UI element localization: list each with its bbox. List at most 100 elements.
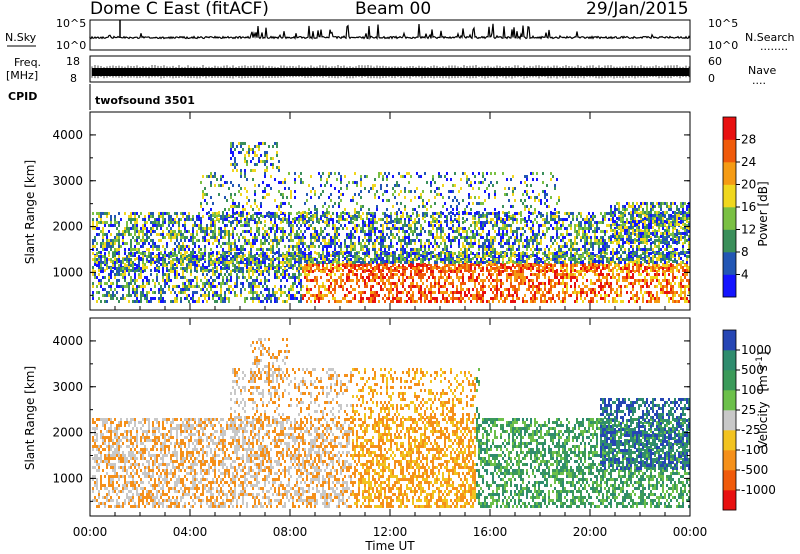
- heatmap-cell: [176, 221, 178, 224]
- heatmap-cell: [546, 221, 548, 224]
- heatmap-cell: [682, 227, 684, 230]
- heatmap-cell: [124, 276, 126, 279]
- heatmap-cell: [418, 273, 420, 276]
- heatmap-cell: [416, 264, 418, 267]
- heatmap-cell: [574, 242, 576, 245]
- heatmap-cell: [442, 251, 444, 254]
- heatmap-cell: [258, 294, 260, 297]
- heatmap-cell: [394, 257, 396, 260]
- heatmap-cell: [570, 227, 572, 230]
- heatmap-cell: [220, 297, 222, 300]
- heatmap-cell: [180, 245, 182, 248]
- heatmap-cell: [214, 266, 216, 269]
- heatmap-cell: [106, 242, 108, 245]
- heatmap-cell: [214, 294, 216, 297]
- heatmap-cell: [266, 252, 268, 255]
- heatmap-cell: [226, 270, 228, 273]
- heatmap-cell: [116, 258, 118, 261]
- heatmap-cell: [310, 267, 312, 270]
- heatmap-cell: [148, 300, 150, 303]
- heatmap-cell: [422, 282, 424, 285]
- heatmap-cell: [110, 221, 112, 224]
- heatmap-cell: [240, 245, 242, 248]
- heatmap-cell: [162, 258, 164, 261]
- heatmap-cell: [172, 248, 174, 251]
- heatmap-cell: [282, 264, 284, 267]
- heatmap-cell: [538, 230, 540, 233]
- heatmap-cell: [402, 273, 404, 276]
- heatmap-cell: [578, 227, 580, 230]
- heatmap-cell: [266, 248, 268, 251]
- heatmap-cell: [340, 282, 342, 285]
- heatmap-cell: [352, 288, 354, 291]
- heatmap-cell: [410, 239, 412, 242]
- heatmap-cell: [514, 230, 516, 233]
- heatmap-cell: [418, 285, 420, 288]
- heatmap-cell: [236, 233, 238, 236]
- heatmap-cell: [152, 215, 154, 218]
- heatmap-cell: [576, 248, 578, 251]
- heatmap-cell: [184, 288, 186, 291]
- heatmap-cell: [388, 297, 390, 300]
- heatmap-cell: [202, 227, 204, 230]
- heatmap-cell: [504, 263, 506, 266]
- heatmap-cell: [178, 233, 180, 236]
- heatmap-cell: [356, 264, 358, 267]
- heatmap-cell: [620, 224, 622, 227]
- heatmap-cell: [214, 236, 216, 239]
- heatmap-cell: [250, 227, 252, 230]
- heatmap-cell: [104, 224, 106, 227]
- heatmap-cell: [238, 248, 240, 251]
- heatmap-cell: [218, 230, 220, 233]
- heatmap-cell: [222, 279, 224, 282]
- heatmap-cell: [144, 263, 146, 266]
- heatmap-cell: [216, 267, 218, 270]
- heatmap-cell: [230, 221, 232, 224]
- heatmap-cell: [346, 218, 348, 221]
- heatmap-cell: [594, 263, 596, 266]
- heatmap-cell: [254, 236, 256, 239]
- heatmap-cell: [674, 251, 676, 254]
- heatmap-cell: [242, 252, 244, 255]
- heatmap-cell: [112, 242, 114, 245]
- heatmap-cell: [278, 248, 280, 251]
- heatmap-cell: [214, 285, 216, 288]
- heatmap-cell: [660, 266, 662, 269]
- heatmap-cell: [350, 245, 352, 248]
- heatmap-cell: [198, 255, 200, 258]
- heatmap-cell: [414, 258, 416, 261]
- heatmap-cell: [408, 285, 410, 288]
- heatmap-cell: [148, 242, 150, 245]
- heatmap-cell: [570, 248, 572, 251]
- heatmap-cell: [374, 276, 376, 279]
- heatmap-cell: [244, 264, 246, 267]
- heatmap-cell: [290, 239, 292, 242]
- heatmap-cell: [618, 245, 620, 248]
- heatmap-cell: [600, 239, 602, 242]
- heatmap-cell: [130, 276, 132, 279]
- heatmap-cell: [548, 269, 550, 272]
- heatmap-cell: [332, 224, 334, 227]
- heatmap-cell: [660, 224, 662, 227]
- heatmap-cell: [584, 242, 586, 245]
- heatmap-cell: [550, 215, 552, 218]
- heatmap-cell: [568, 212, 570, 215]
- heatmap-cell: [478, 245, 480, 248]
- heatmap-cell: [298, 273, 300, 276]
- heatmap-cell: [212, 294, 214, 297]
- heatmap-cell: [322, 297, 324, 300]
- heatmap-cell: [242, 267, 244, 270]
- heatmap-cell: [436, 245, 438, 248]
- heatmap-cell: [376, 264, 378, 267]
- heatmap-cell: [590, 245, 592, 248]
- heatmap-cell: [170, 227, 172, 230]
- heatmap-cell: [494, 251, 496, 254]
- heatmap-cell: [292, 248, 294, 251]
- heatmap-cell: [494, 263, 496, 266]
- heatmap-cell: [422, 264, 424, 267]
- heatmap-cell: [288, 245, 290, 248]
- heatmap-cell: [168, 218, 170, 221]
- heatmap-cell: [260, 261, 262, 264]
- heatmap-cell: [356, 258, 358, 261]
- heatmap-cell: [222, 236, 224, 239]
